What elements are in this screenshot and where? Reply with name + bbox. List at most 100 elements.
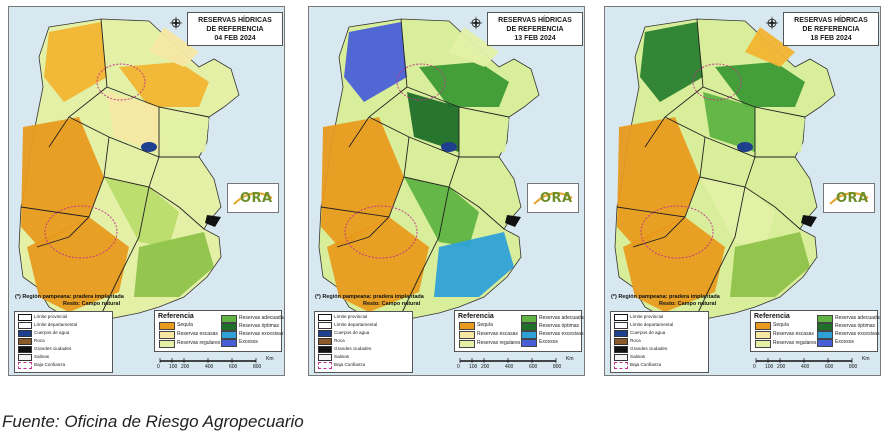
- province-border: [664, 116, 795, 158]
- reference-label: Reservas regulares: [177, 340, 221, 346]
- symbol-label: Límite departamental: [334, 322, 378, 327]
- reference-label: Reservas escasas: [477, 331, 518, 337]
- logo-text: ORA: [540, 191, 573, 206]
- logo-text: ORA: [240, 191, 273, 206]
- scale-tick-label: 0: [157, 364, 160, 370]
- symbol-swatch: [614, 362, 628, 369]
- reference-label: Reservas óptimas: [835, 323, 876, 329]
- reserve-zone-2: [623, 217, 725, 312]
- symbol-swatch: [614, 338, 628, 345]
- map-date: 04 FEB 2024: [214, 35, 256, 42]
- reserve-zone-4: [407, 92, 459, 152]
- symbol-swatch: [318, 330, 332, 337]
- compass-icon: [765, 16, 779, 30]
- compass-icon: [169, 16, 183, 30]
- scale-tick-label: 400: [205, 364, 214, 370]
- region-note: (*) Región pampeana: pradera implantada R…: [315, 294, 485, 307]
- map-title-line1: RESERVAS HÍDRICAS: [794, 17, 868, 24]
- compass-icon: [469, 16, 483, 30]
- reserve-zone-7: [134, 232, 214, 297]
- note-line2: Resto: Campo natural: [63, 300, 121, 307]
- symbol-label: Límite provincial: [34, 314, 68, 319]
- note-line1: (*) Región pampeana: pradera implantada: [15, 294, 124, 300]
- reserve-zone-5: [755, 117, 805, 157]
- reference-label: Reservas óptimas: [539, 323, 580, 329]
- reserve-zone-1: [617, 117, 700, 247]
- province-border: [368, 116, 499, 158]
- province-border: [98, 186, 150, 320]
- low-confidence-zone: [44, 205, 118, 259]
- low-confidence-zone: [344, 205, 418, 259]
- reference-label: Reservas óptimas: [239, 323, 280, 329]
- symbol-label: Roca: [34, 338, 45, 343]
- reference-label: Sequía: [177, 322, 193, 328]
- reference-label: Reservas regulares: [477, 340, 521, 346]
- ora-logo: ORA: [527, 183, 579, 213]
- map-symbols-legend: Límite provincial Límite departamental Cue…: [14, 311, 113, 373]
- reserve-zone-4: [703, 92, 755, 152]
- scale-tick-label: 800: [849, 364, 858, 370]
- scale-unit: Km: [566, 356, 574, 362]
- reserve-zone-1: [321, 117, 404, 247]
- symbol-swatch: [18, 354, 32, 361]
- province-border: [616, 206, 686, 218]
- map-symbols-legend: Límite provincial Límite departamental Cue…: [610, 311, 709, 373]
- symbol-label: Salinas: [34, 354, 50, 359]
- reference-swatch: [521, 331, 537, 339]
- reserve-zone-8: [44, 22, 107, 102]
- reference-swatch: [459, 322, 475, 330]
- reserve-zone-9: [745, 27, 795, 67]
- symbol-label: Límite provincial: [630, 314, 664, 319]
- province-border: [744, 107, 756, 188]
- symbol-swatch: [318, 346, 332, 353]
- reference-swatch: [221, 339, 237, 347]
- symbol-label: Límite departamental: [630, 322, 674, 327]
- ora-logo: ORA: [823, 183, 875, 213]
- reference-swatch: [817, 323, 833, 331]
- symbol-swatch: [318, 314, 332, 321]
- map-title-line2: DE REFERENCIA: [802, 26, 860, 33]
- scale-tick-label: 600: [529, 364, 538, 370]
- note-line1: (*) Región pampeana: pradera implantada: [315, 294, 424, 300]
- province-map: [18, 18, 240, 320]
- reference-swatch: [459, 340, 475, 348]
- map-date: 18 FEB 2024: [810, 35, 852, 42]
- reference-label: Excesos: [835, 339, 854, 345]
- logo-text: ORA: [836, 191, 869, 206]
- province-border: [103, 176, 205, 230]
- scale-tick-label: 600: [825, 364, 834, 370]
- water-body: [441, 142, 457, 152]
- map-title: RESERVAS HÍDRICAS DE REFERENCIA 13 FEB 202…: [487, 12, 583, 46]
- reference-label: Reservas adecuadas: [539, 315, 585, 321]
- reference-title: Referencia: [158, 313, 194, 320]
- symbol-swatch: [318, 322, 332, 329]
- province-border: [148, 107, 160, 188]
- city-marker: [801, 215, 817, 227]
- symbol-swatch: [18, 330, 32, 337]
- reference-swatch: [755, 340, 771, 348]
- reference-label: Reservas escasas: [177, 331, 218, 337]
- scale-bar: 0 100 200 400 600 800 Km: [154, 355, 280, 373]
- map-title-line2: DE REFERENCIA: [506, 26, 564, 33]
- city-marker: [505, 215, 521, 227]
- symbol-swatch: [614, 322, 628, 329]
- scale-tick-label: 600: [229, 364, 238, 370]
- water-body: [737, 142, 753, 152]
- reference-label: Reservas excesivas: [835, 331, 880, 337]
- reserve-zone-6: [404, 177, 479, 247]
- reserve-zone-6: [104, 177, 179, 247]
- scale-bar: 0 100 200 400 600 800 Km: [750, 355, 876, 373]
- map-panel-1: RESERVAS HÍDRICAS DE REFERENCIA 04 FEB 202…: [8, 6, 285, 376]
- reserve-zone-8: [640, 22, 703, 102]
- symbol-swatch: [614, 354, 628, 361]
- province-border: [348, 18, 408, 148]
- reference-swatch: [221, 315, 237, 323]
- reference-label: Sequía: [477, 322, 493, 328]
- province-border: [398, 186, 450, 320]
- reference-swatch: [159, 322, 175, 330]
- city-marker: [205, 215, 221, 227]
- reserve-zone-6: [700, 177, 775, 247]
- note-line1: (*) Región pampeana: pradera implantada: [611, 294, 720, 300]
- province-border: [694, 186, 746, 320]
- region-note: (*) Región pampeana: pradera implantada R…: [611, 294, 781, 307]
